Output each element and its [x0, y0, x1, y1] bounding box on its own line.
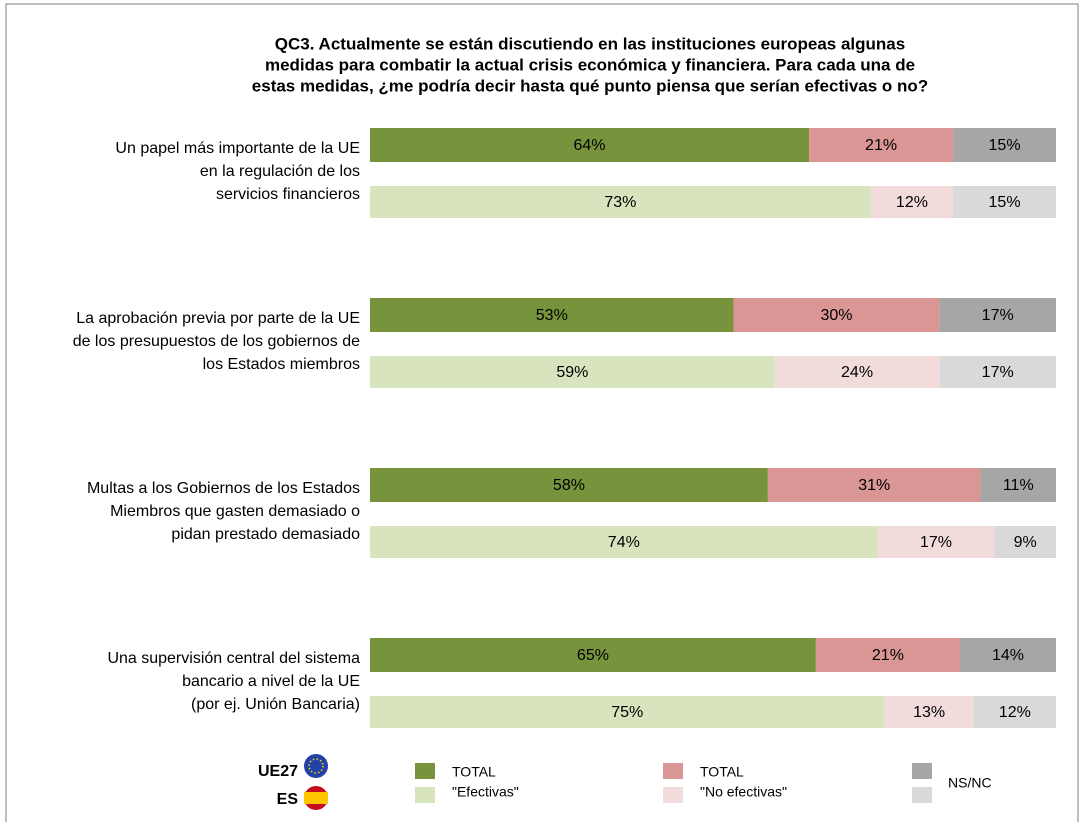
bar-segment [939, 356, 1056, 388]
bar-segment [370, 638, 816, 672]
legend-swatch [663, 787, 683, 803]
value-label: 15% [989, 194, 1021, 211]
bar-segment [774, 356, 940, 388]
category-label: en la regulación de los [200, 163, 360, 180]
bar-segment [733, 298, 940, 332]
bar-segment [370, 356, 775, 388]
value-label: 15% [989, 137, 1021, 154]
bar-segment [973, 696, 1056, 728]
bar-segment [809, 128, 954, 162]
value-label: 53% [536, 307, 568, 324]
legend-group-label: ES [277, 791, 299, 808]
legend-swatch [912, 787, 932, 803]
category-label: Una supervisión central del sistema [107, 650, 360, 667]
category-label: Un papel más importante de la UE [115, 140, 360, 157]
chart-title: estas medidas, ¿me podría decir hasta qu… [252, 76, 928, 95]
value-label: 11% [1003, 477, 1034, 494]
legend-label: TOTAL [700, 764, 744, 780]
value-label: 9% [1014, 534, 1037, 551]
category-label: de los presupuestos de los gobiernos de [73, 333, 360, 350]
value-label: 59% [556, 364, 588, 381]
frame [5, 3, 1079, 822]
value-label: 73% [604, 194, 636, 211]
eu-flag [304, 754, 328, 778]
category-label: los Estados miembros [203, 356, 360, 373]
value-label: 31% [858, 477, 890, 494]
bar-segment [953, 186, 1056, 218]
category-label: (por ej. Unión Bancaria) [191, 696, 360, 713]
legend-label: "No efectivas" [700, 784, 787, 800]
bar-segment [877, 526, 995, 558]
value-label: 24% [841, 364, 873, 381]
legend-label: TOTAL [452, 764, 496, 780]
value-label: 12% [999, 704, 1031, 721]
value-label: 30% [820, 307, 852, 324]
value-label: 75% [611, 704, 643, 721]
bar-segment [767, 468, 981, 502]
chart-title: QC3. Actualmente se están discutiendo en… [275, 34, 905, 53]
value-label: 65% [577, 647, 609, 664]
value-label: 12% [896, 194, 928, 211]
bar-segment [884, 696, 974, 728]
bar-segment [370, 186, 871, 218]
bar-segment [994, 526, 1056, 558]
bar-segment [870, 186, 954, 218]
legend-group-label: UE27 [258, 763, 298, 780]
value-label: 13% [913, 704, 945, 721]
value-label: 21% [865, 137, 897, 154]
category-label: Miembros que gasten demasiado o [110, 503, 360, 520]
category-label: Multas a los Gobiernos de los Estados [87, 480, 360, 497]
bar-segment [370, 468, 768, 502]
value-label: 17% [920, 534, 952, 551]
value-label: 17% [982, 307, 1014, 324]
bar-segment [815, 638, 960, 672]
legend-swatch [663, 763, 683, 779]
value-label: 21% [872, 647, 904, 664]
bar-segment [959, 638, 1056, 672]
legend-swatch [415, 787, 435, 803]
bar-segment [980, 468, 1056, 502]
value-label: 14% [992, 647, 1024, 664]
bar-segment [370, 526, 878, 558]
eu-stars [308, 758, 324, 774]
category-label: pidan prestado demasiado [171, 526, 360, 543]
bar-segment [953, 128, 1056, 162]
category-label: La aprobación previa por parte de la UE [76, 310, 360, 327]
bar-segment [939, 298, 1056, 332]
value-label: 74% [608, 534, 640, 551]
legend-swatch [912, 763, 932, 779]
chart-title: medidas para combatir la actual crisis e… [265, 55, 915, 74]
bar-segment [370, 298, 734, 332]
category-label: bancario a nivel de la UE [182, 673, 360, 690]
value-label: 17% [982, 364, 1014, 381]
bar-segment [370, 696, 885, 728]
value-label: 58% [553, 477, 585, 494]
value-label: 64% [574, 137, 606, 154]
legend-label: NS/NC [948, 775, 992, 791]
legend-swatch [415, 763, 435, 779]
bar-segment [370, 128, 810, 162]
es-flag-band [304, 792, 328, 804]
legend-label: "Efectivas" [452, 784, 519, 800]
category-label: servicios financieros [216, 186, 360, 203]
